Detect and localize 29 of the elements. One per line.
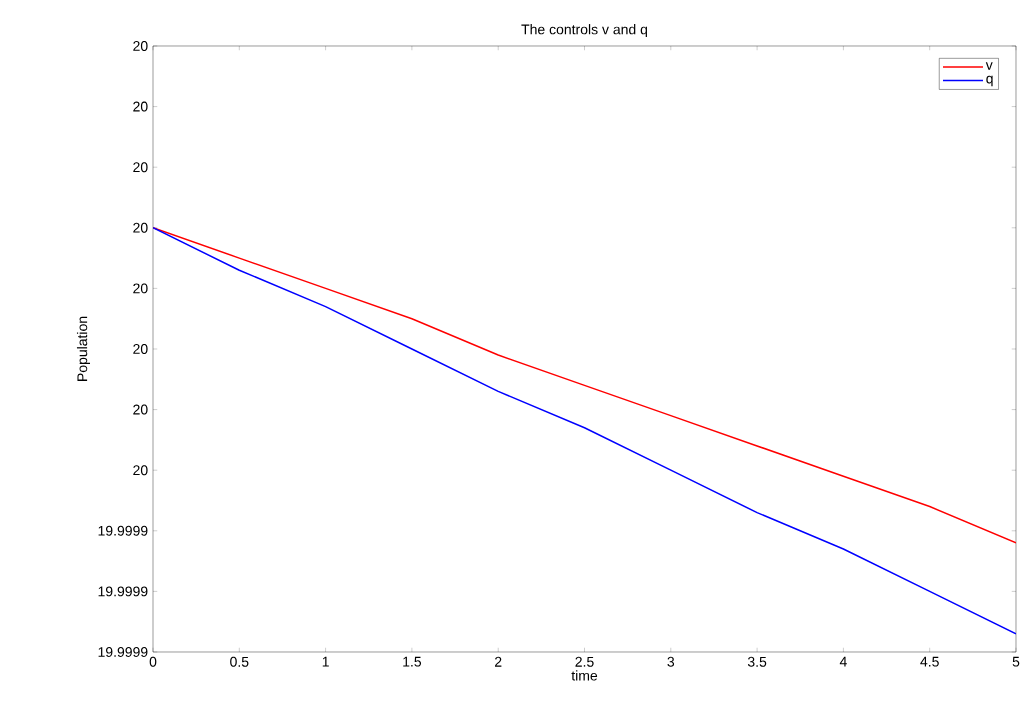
y-tick-label: 20	[133, 404, 148, 415]
x-axis-title: time	[571, 670, 598, 681]
x-tick-label: 3	[667, 656, 675, 667]
x-tick-label: 4.5	[920, 656, 939, 667]
y-axis-title: Population	[76, 316, 90, 381]
y-tick-label: 20	[133, 101, 148, 112]
x-tick-label: 2.5	[575, 656, 594, 667]
x-tick-label: 1.5	[403, 656, 422, 667]
y-tick-label: 19.9999	[98, 586, 148, 597]
chart-title: The controls v and q	[521, 24, 648, 38]
x-tick-label: 5	[1012, 656, 1020, 667]
legend-label: q	[986, 75, 993, 87]
y-tick-label: 20	[133, 465, 148, 476]
y-tick-label: 20	[133, 283, 148, 294]
x-tick-label: 3.5	[747, 656, 767, 667]
x-tick-label: 4	[839, 656, 847, 667]
line-series	[153, 227, 1016, 544]
x-tick-label: 1	[322, 656, 329, 667]
x-tick-label: 0.5	[230, 656, 249, 667]
y-tick-label: 20	[133, 41, 148, 51]
y-tick-label: 19.9999	[98, 525, 148, 536]
x-tick-label: 2	[495, 656, 502, 667]
legend-label: v	[985, 62, 993, 70]
line-series	[153, 227, 1016, 635]
y-tick-label: 20	[133, 222, 148, 233]
y-tick-label: 19.9999	[98, 647, 148, 657]
y-tick-label: 20	[133, 344, 148, 354]
x-tick-label: 0	[149, 656, 157, 667]
y-tick-label: 20	[133, 162, 148, 173]
